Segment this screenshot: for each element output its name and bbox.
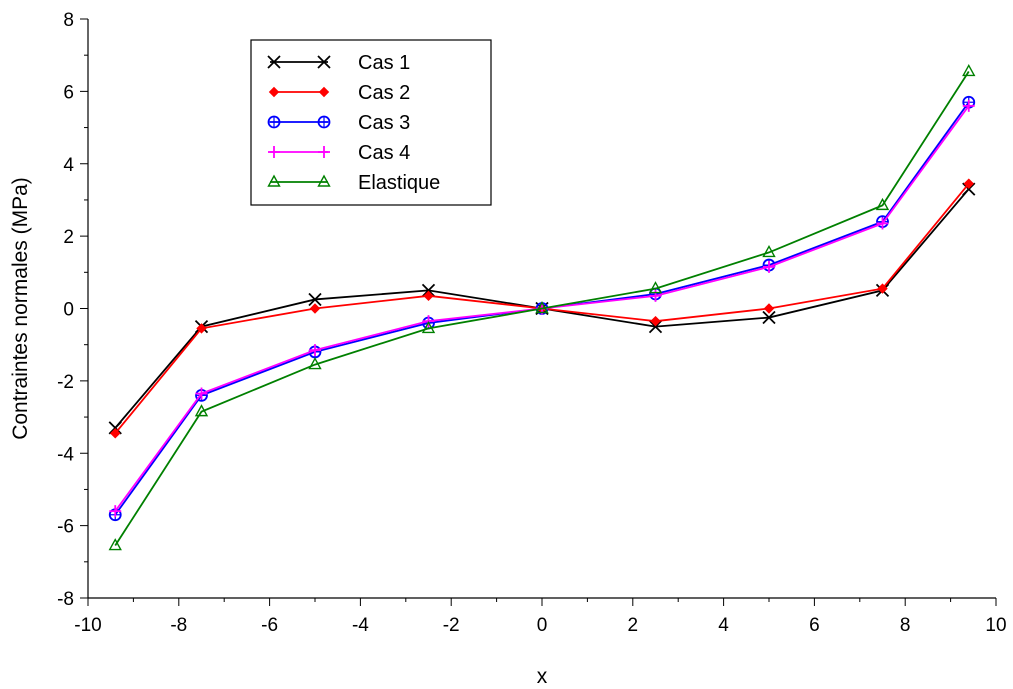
y-tick-label: 0 bbox=[63, 300, 74, 321]
data-point bbox=[962, 182, 976, 196]
legend-entry: Cas 4 bbox=[268, 142, 410, 164]
data-point bbox=[196, 323, 207, 334]
x-tick-label: 4 bbox=[718, 615, 729, 636]
x-tick-label: -8 bbox=[170, 615, 187, 636]
legend-entry: Cas 1 bbox=[267, 52, 410, 74]
y-tick-label: -8 bbox=[57, 589, 74, 610]
x-tick-label: 0 bbox=[537, 615, 548, 636]
legend-marker bbox=[317, 174, 331, 187]
data-point bbox=[963, 178, 974, 189]
x-tick-label: -4 bbox=[352, 615, 369, 636]
data-point bbox=[308, 357, 322, 370]
data-point bbox=[650, 315, 661, 327]
data-point bbox=[421, 320, 436, 334]
data-point bbox=[648, 281, 663, 294]
y-tick-label: -4 bbox=[57, 444, 74, 465]
x-tick-label: 6 bbox=[809, 615, 820, 636]
x-tick-label: 8 bbox=[900, 615, 911, 636]
y-axis-label: Contraintes normales (MPa) bbox=[9, 177, 32, 440]
data-point bbox=[108, 538, 122, 551]
series-line bbox=[114, 70, 970, 547]
data-point bbox=[195, 387, 208, 400]
x-tick-label: -10 bbox=[74, 615, 101, 636]
legend-marker bbox=[318, 86, 330, 98]
legend-label: Elastique bbox=[358, 172, 440, 194]
data-point bbox=[648, 319, 663, 334]
legend-marker bbox=[268, 146, 280, 158]
legend-marker bbox=[317, 55, 331, 69]
data-point bbox=[962, 64, 976, 77]
y-tick-label: 6 bbox=[63, 82, 74, 103]
y-tick-label: 4 bbox=[63, 155, 74, 176]
x-tick-label: 10 bbox=[985, 615, 1006, 636]
y-tick-label: -2 bbox=[57, 372, 74, 393]
data-point bbox=[762, 244, 776, 258]
data-point bbox=[535, 301, 549, 314]
legend-marker bbox=[267, 115, 281, 129]
data-point bbox=[308, 292, 322, 307]
legend-label: Cas 1 bbox=[358, 52, 410, 74]
data-point bbox=[877, 283, 888, 294]
x-tick-label: -6 bbox=[261, 615, 278, 636]
data-point bbox=[421, 283, 436, 298]
data-point bbox=[423, 290, 434, 302]
data-point bbox=[875, 197, 890, 211]
y-tick-label: 8 bbox=[63, 10, 74, 31]
legend-marker bbox=[267, 174, 281, 187]
legend-entry: Elastique bbox=[267, 172, 440, 194]
data-point bbox=[110, 428, 121, 439]
data-point bbox=[962, 99, 975, 112]
x-tick-label: -2 bbox=[443, 615, 460, 636]
legend-marker bbox=[318, 146, 330, 158]
data-point bbox=[876, 217, 889, 230]
y-tick-label: 2 bbox=[63, 227, 74, 248]
series-layer bbox=[108, 64, 976, 551]
legend-marker bbox=[267, 55, 281, 69]
legend: Cas 1 Cas 2 Cas 3 Cas 4 Elastique bbox=[250, 39, 492, 206]
legend-marker bbox=[317, 115, 331, 129]
data-point bbox=[763, 260, 775, 273]
legend-label: Cas 4 bbox=[358, 142, 410, 164]
data-point bbox=[108, 421, 122, 435]
legend-label: Cas 3 bbox=[358, 112, 410, 134]
legend-marker bbox=[268, 86, 280, 98]
data-point bbox=[309, 344, 321, 357]
series-4 bbox=[108, 64, 976, 551]
y-tick-label: -6 bbox=[57, 517, 74, 538]
x-tick-label: 2 bbox=[628, 615, 639, 636]
data-point bbox=[194, 404, 209, 417]
data-point bbox=[109, 505, 122, 518]
legend-entry: Cas 2 bbox=[268, 82, 410, 104]
data-point bbox=[649, 289, 662, 302]
data-point bbox=[309, 303, 321, 314]
legend-entry: Cas 3 bbox=[267, 112, 410, 134]
legend-label: Cas 2 bbox=[358, 82, 410, 104]
data-point bbox=[762, 310, 776, 325]
data-point bbox=[763, 303, 775, 314]
x-axis-label: x bbox=[537, 665, 548, 688]
